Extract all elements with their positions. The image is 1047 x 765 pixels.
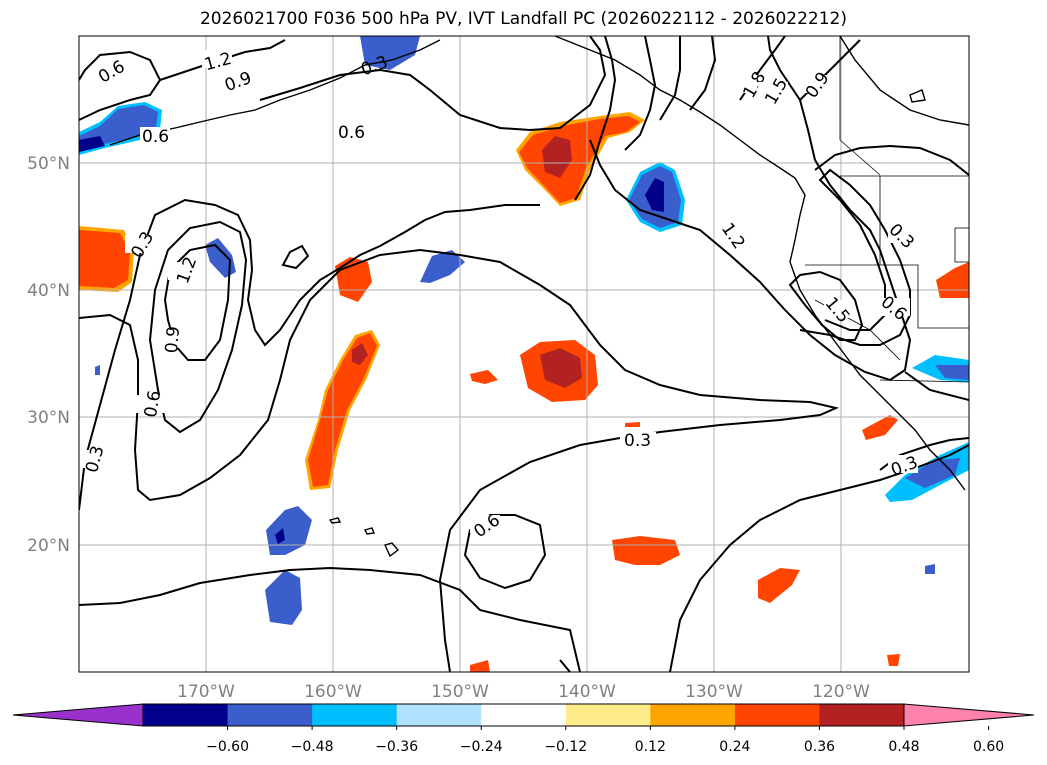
positive-anomaly-region	[79, 230, 130, 288]
colorbar-tick-label: 0.12	[635, 739, 666, 755]
latitude-tick-label: 40°N	[27, 281, 70, 301]
map-panel: 0.6 1.2 0.9 0.6 0.6 0.3 1.2 0.9 0.6 0.3 …	[79, 36, 969, 672]
colorbar-segment	[819, 704, 905, 726]
map-frame	[78, 35, 970, 673]
colorbar-labels: −0.60 −0.48 −0.36 −0.24 −0.12 0.12 0.24 0.36 0.4…	[206, 726, 1004, 755]
longitude-labels: 170°W 160°W 150°W 140°W 130°W 120°W	[177, 682, 870, 702]
positive-anomaly-core	[540, 348, 582, 388]
negative-anomaly-region	[925, 564, 935, 574]
longitude-tick-label: 150°W	[431, 682, 489, 702]
contour-label: 0.6	[142, 127, 169, 147]
positive-anomaly-region	[862, 415, 898, 440]
colorbar-frame	[142, 703, 905, 727]
colorbar-extend-low	[12, 703, 144, 727]
colorbar-extend-high	[903, 703, 1035, 727]
colorbar-segment	[650, 704, 736, 726]
negative-anomaly-core	[275, 528, 285, 544]
positive-anomaly-region	[887, 654, 900, 666]
colorbar-segment	[481, 704, 567, 726]
contour-label: 0.6	[141, 389, 165, 419]
colorbar-segment	[312, 704, 398, 726]
positive-anomaly-region	[612, 536, 680, 565]
coastlines	[109, 36, 969, 558]
negative-anomaly-region	[266, 506, 312, 555]
colorbar-tick-label: 0.36	[804, 739, 835, 755]
longitude-tick-label: 130°W	[685, 682, 743, 702]
graticule	[79, 36, 969, 672]
latitude-tick-label: 30°N	[27, 408, 70, 428]
longitude-tick-label: 160°W	[304, 682, 362, 702]
positive-anomaly-region	[936, 262, 969, 298]
colorbar	[12, 703, 1035, 727]
negative-anomaly-region	[205, 238, 236, 278]
positive-anomaly-region	[308, 333, 377, 487]
contour-label: 0.9	[162, 325, 184, 354]
positive-anomaly-region	[758, 568, 800, 603]
colorbar-tick-label: 0.60	[973, 739, 1004, 755]
positive-anomaly-region	[519, 116, 640, 203]
colorbar-tick-label: 0.24	[719, 739, 750, 755]
colorbar-tick-label: 0.48	[888, 739, 919, 755]
colorbar-segment	[734, 704, 820, 726]
latitude-labels: 50°N 40°N 30°N 20°N	[27, 154, 70, 556]
longitude-tick-label: 170°W	[177, 682, 235, 702]
negative-anomaly-region	[360, 36, 420, 70]
colorbar-tick-label: −0.60	[206, 739, 249, 755]
colorbar-segment	[396, 704, 482, 726]
positive-anomaly-core	[352, 343, 368, 365]
negative-anomaly-region	[95, 365, 100, 375]
colorbar-segment	[143, 704, 229, 726]
positive-anomaly-core	[542, 136, 572, 178]
colorbar-tick-label: −0.12	[544, 739, 587, 755]
map-title: 2026021700 F036 500 hPa PV, IVT Landfall…	[199, 9, 847, 29]
colorbar-segment	[565, 704, 651, 726]
latitude-tick-label: 20°N	[27, 536, 70, 556]
positive-anomaly-region	[625, 422, 640, 427]
colorbar-tick-label: −0.24	[460, 739, 503, 755]
contour-label: 0.6	[338, 123, 365, 143]
negative-anomaly-core	[79, 136, 105, 152]
positive-anomaly-region	[470, 370, 498, 384]
latitude-tick-label: 50°N	[27, 154, 70, 174]
positive-anomaly-region	[470, 660, 490, 672]
negative-anomaly-region	[420, 250, 465, 283]
longitude-tick-label: 140°W	[558, 682, 616, 702]
colorbar-tick-label: −0.36	[375, 739, 418, 755]
colorbar-tick-label: −0.48	[291, 739, 334, 755]
negative-anomaly-core	[645, 178, 664, 212]
colorbar-segment	[227, 704, 313, 726]
contour-label: 0.3	[624, 431, 651, 451]
negative-anomaly-region	[265, 570, 302, 625]
longitude-tick-label: 120°W	[812, 682, 870, 702]
negative-anomaly-region	[935, 365, 969, 380]
